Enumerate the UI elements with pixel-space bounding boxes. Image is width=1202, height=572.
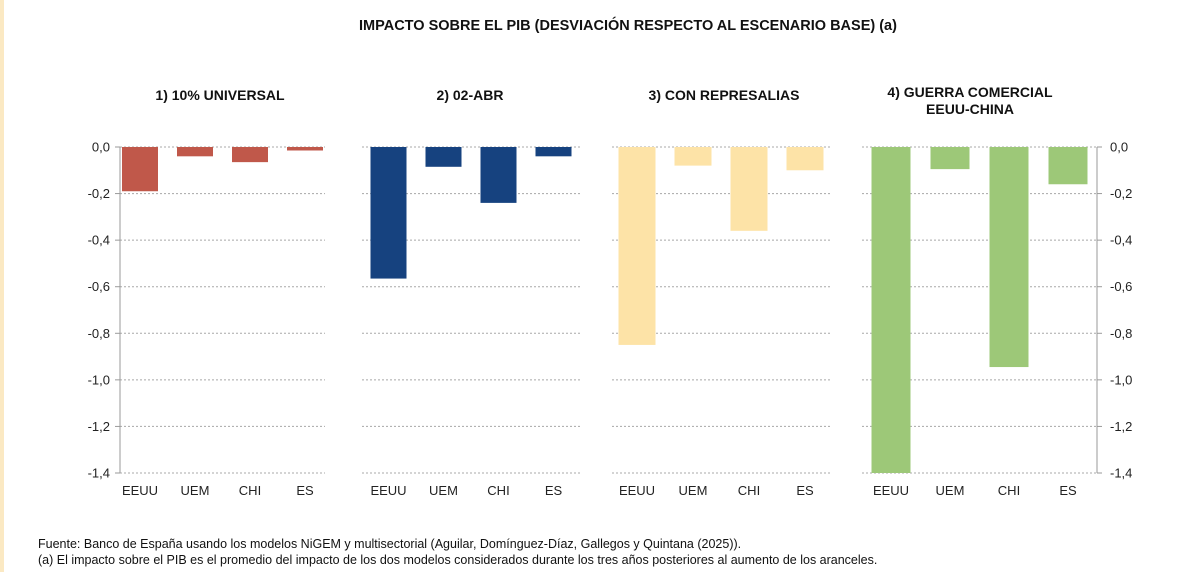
y-tick-label-left-0: 0,0: [92, 140, 110, 155]
x-tick-label-panel3-es: ES: [796, 483, 814, 498]
panel-title-3: 3) CON REPRESALIAS: [648, 87, 800, 103]
bar-panel3-eeuu: [618, 147, 656, 345]
bar-panel2-chi: [480, 147, 517, 203]
panel-title-2: 2) 02-ABR: [436, 87, 504, 103]
x-tick-label-panel4-es: ES: [1059, 483, 1077, 498]
panel-title-1: 1) 10% UNIVERSAL: [155, 87, 285, 103]
x-tick-label-panel2-eeuu: EEUU: [370, 483, 406, 498]
bar-panel1-es: [287, 147, 323, 151]
bar-panel4-uem: [930, 147, 970, 170]
x-tick-label-panel2-chi: CHI: [487, 483, 509, 498]
bar-panel2-eeuu: [370, 147, 407, 279]
y-tick-label-left-4: -0,8: [88, 326, 110, 341]
x-tick-label-panel3-uem: UEM: [679, 483, 708, 498]
x-tick-label-panel3-chi: CHI: [738, 483, 760, 498]
y-tick-label-right-4: -0,8: [1110, 326, 1132, 341]
source-note: Fuente: Banco de España usando los model…: [38, 537, 742, 551]
bar-panel1-chi: [232, 147, 268, 163]
y-tick-label-left-3: -0,6: [88, 279, 110, 294]
y-tick-label-left-7: -1,4: [88, 466, 110, 481]
bar-panel2-es: [535, 147, 572, 157]
footnote-a: (a) El impacto sobre el PIB es el promed…: [38, 553, 878, 567]
bar-panel1-uem: [177, 147, 213, 157]
y-tick-label-left-6: -1,2: [88, 419, 110, 434]
bar-panel4-es: [1048, 147, 1088, 185]
x-tick-label-panel4-uem: UEM: [936, 483, 965, 498]
y-tick-label-right-0: 0,0: [1110, 140, 1128, 155]
x-tick-label-panel3-eeuu: EEUU: [619, 483, 655, 498]
bar-panel1-eeuu: [122, 147, 158, 192]
x-tick-label-panel2-uem: UEM: [429, 483, 458, 498]
bar-panel3-es: [786, 147, 824, 171]
x-tick-label-panel4-chi: CHI: [998, 483, 1020, 498]
x-tick-label-panel1-es: ES: [296, 483, 314, 498]
y-tick-label-left-2: -0,4: [88, 233, 110, 248]
panel-title-4: 4) GUERRA COMERCIAL EEUU-CHINA: [887, 84, 1053, 117]
x-tick-label-panel1-eeuu: EEUU: [122, 483, 158, 498]
chart-title: IMPACTO SOBRE EL PIB (DESVIACIÓN RESPECT…: [359, 18, 897, 34]
y-tick-label-left-1: -0,2: [88, 186, 110, 201]
y-tick-label-right-6: -1,2: [1110, 419, 1132, 434]
x-tick-label-panel1-chi: CHI: [239, 483, 261, 498]
left-accent-stripe: [0, 0, 4, 572]
bar-panel3-chi: [730, 147, 768, 231]
bar-panel3-uem: [674, 147, 712, 166]
bar-panel2-uem: [425, 147, 462, 167]
y-tick-label-right-2: -0,4: [1110, 233, 1132, 248]
chart-area: 0,0 0,0 -0,2 -0,2 -0,4 -0,4 -0,6 -0,6 -0,8 -0,8 -1…: [88, 140, 1133, 499]
y-tick-label-right-5: -1,0: [1110, 372, 1132, 387]
x-tick-label-panel2-es: ES: [545, 483, 563, 498]
x-tick-label-panel4-eeuu: EEUU: [873, 483, 909, 498]
y-tick-label-right-3: -0,6: [1110, 279, 1132, 294]
y-tick-label-right-1: -0,2: [1110, 186, 1132, 201]
y-tick-label-left-5: -1,0: [88, 372, 110, 387]
bar-panel4-eeuu: [871, 147, 911, 473]
y-tick-label-right-7: -1,4: [1110, 466, 1132, 481]
x-tick-label-panel1-uem: UEM: [181, 483, 210, 498]
bar-panel4-chi: [989, 147, 1029, 368]
